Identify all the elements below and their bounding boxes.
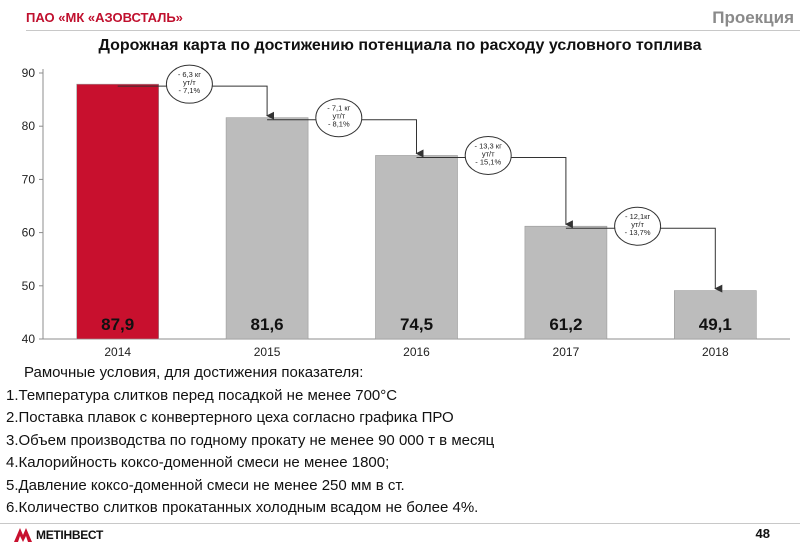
condition-item: 5.Давление коксо-доменной смеси не менее… — [6, 476, 405, 494]
y-tick-label: 40 — [22, 332, 36, 346]
condition-item: 6.Количество слитков прокатанных холодны… — [6, 499, 479, 516]
data-label: 81,6 — [251, 315, 284, 334]
change-label: - 15,1% — [475, 157, 501, 166]
data-label: 87,9 — [101, 315, 134, 334]
logo-text: МЕТІНВЕСТ — [36, 528, 103, 542]
data-label: 61,2 — [549, 315, 582, 334]
bar-chart: 40 50 60 70 80 90 87,9 2014 81,6 2015 74,5 2016 61,2… — [22, 64, 790, 359]
x-tick-label: 2018 — [702, 345, 729, 359]
page-number: 48 — [755, 526, 770, 541]
data-label-box — [80, 311, 155, 336]
company-name: ПАО «МК «АЗОВСТАЛЬ» — [26, 10, 183, 25]
x-tick-label: 2015 — [254, 345, 281, 359]
change-bubble — [315, 98, 363, 138]
change-label: ут/т — [631, 220, 644, 229]
data-label: 74,5 — [400, 315, 433, 334]
change-label: ут/т — [332, 112, 345, 121]
conditions-block: Рамочные условия, для достижения показат… — [0, 362, 800, 520]
x-tick-label: 2016 — [403, 345, 430, 359]
change-label: ут/т — [482, 149, 495, 158]
change-bubble — [464, 135, 512, 175]
data-label: 49,1 — [699, 315, 732, 334]
change-label: - 13,7% — [625, 228, 651, 237]
change-bubble — [614, 206, 662, 246]
data-label-box — [678, 311, 753, 336]
bar-2015 — [225, 117, 309, 340]
header-divider — [26, 30, 800, 31]
metinvest-logo-icon — [14, 528, 32, 542]
condition-item: 1.Температура слитков перед посадкой не … — [6, 386, 398, 404]
x-tick-label: 2017 — [553, 345, 580, 359]
condition-item: 2.Поставка плавок с конвертерного цеха с… — [6, 409, 454, 426]
change-bubble — [165, 64, 213, 104]
conditions-heading: Рамочные условия, для достижения показат… — [24, 364, 364, 381]
bar-2014 — [76, 83, 159, 340]
change-label: - 12,1кг — [625, 212, 650, 221]
y-tick-label: 80 — [22, 119, 36, 133]
change-label: - 8,1% — [328, 120, 350, 129]
company-logo: МЕТІНВЕСТ — [14, 528, 103, 542]
data-label-box — [379, 311, 454, 336]
footer-divider — [0, 523, 800, 524]
data-label-box — [528, 311, 603, 336]
change-label: - 7,1 кг — [327, 104, 350, 113]
condition-item: 4.Калорийность коксо-доменной смеси не м… — [6, 454, 390, 471]
change-label: - 7,1% — [179, 86, 201, 95]
change-label: - 6,3 кг — [178, 70, 201, 79]
data-label-box — [230, 311, 305, 336]
y-tick-label: 50 — [22, 279, 36, 293]
y-tick-label: 70 — [22, 172, 36, 186]
condition-item: 3.Объем производства по годному прокату … — [6, 431, 495, 449]
section-label: Проекция — [712, 8, 794, 27]
change-label: - 13,3 кг — [475, 141, 503, 150]
y-tick-label: 60 — [22, 226, 36, 240]
bar-2016 — [375, 155, 458, 340]
conditions-list: 1.Температура слитков перед посадкой не … — [0, 385, 800, 520]
y-tick-label: 90 — [22, 66, 36, 80]
page-title: Дорожная карта по достижению потенциала … — [98, 37, 702, 54]
x-tick-label: 2014 — [104, 345, 131, 359]
change-label: ут/т — [183, 78, 196, 87]
